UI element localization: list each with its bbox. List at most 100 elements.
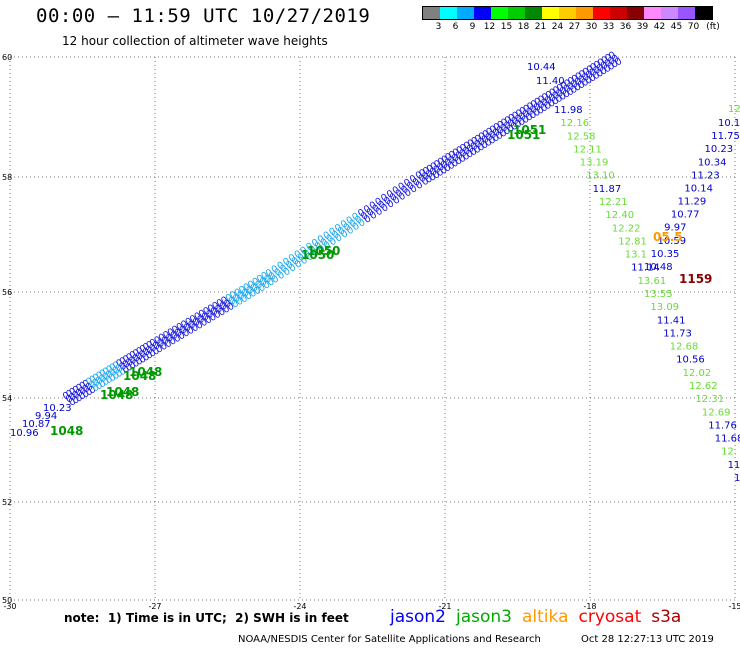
track-sample: 0: [239, 293, 250, 306]
track-sample: 0: [350, 211, 361, 224]
track-sample: 0: [554, 87, 565, 100]
track-sample: 0: [539, 102, 550, 115]
track-sample: 0: [336, 225, 347, 238]
track-sample: 0: [319, 237, 330, 250]
track-sample: 0: [417, 173, 428, 186]
track-sample: 0: [81, 378, 92, 391]
east-value: 12.21: [599, 197, 628, 208]
track-sample: 0: [267, 270, 278, 283]
track-sample: 0: [432, 164, 443, 177]
track-sample: 0: [376, 199, 387, 212]
legend-label: 39: [636, 22, 649, 32]
jason3-value: 1050: [301, 248, 334, 262]
track-sample: 0: [469, 141, 480, 154]
wave-height-legend: 3 6 9 12 15 18 21 24 27 30 33 36 39 42 45 70 (ft): [422, 6, 720, 36]
track-sample: 0: [428, 166, 439, 179]
track-sample: 0: [141, 346, 152, 359]
east-value: 12: [728, 104, 740, 115]
jason3-value: 1050: [307, 244, 340, 258]
track-sample: 0: [154, 343, 165, 356]
track-sample: 0: [327, 226, 338, 239]
track-sample: 0: [554, 93, 565, 106]
track-sample: 0: [118, 356, 129, 369]
legend-label: 12: [483, 22, 496, 32]
track-sample: 0: [550, 95, 561, 108]
east-value: 10.14: [684, 183, 713, 194]
track-sample: 0: [592, 64, 603, 77]
track-sample: 0: [141, 351, 152, 364]
track-sample: 0: [450, 157, 461, 170]
track-sample: 0: [458, 142, 469, 155]
track-value-sw: 10.96: [10, 428, 39, 439]
track-sample: 0: [304, 241, 315, 254]
track-sample: 0: [121, 353, 132, 366]
track-sample: 0: [402, 177, 413, 190]
track-sample: 0: [91, 377, 102, 390]
track-sample: 0: [124, 362, 135, 375]
track-sample: 0: [589, 61, 600, 74]
track-sample: 0: [98, 368, 109, 381]
east-value: 12.69: [702, 407, 731, 418]
east-value: 11.68: [715, 434, 740, 445]
track-sample: 0: [148, 337, 159, 350]
track-sample: 0: [505, 123, 516, 136]
jason3-value: 1048: [50, 424, 83, 438]
track-sample: 0: [249, 282, 260, 295]
track-sample: 0: [356, 207, 367, 220]
track-sample: 0: [488, 124, 499, 137]
track-sample: 0: [558, 85, 569, 98]
legend-swatch: [542, 7, 559, 19]
axis-tick-labels: 60 58 56 54 52 50-30 -27 -24 -21 -18 -15: [2, 53, 740, 611]
legend-swatch: [695, 7, 712, 19]
track-sample: 0: [607, 50, 618, 63]
east-value: 11.: [728, 460, 740, 471]
legend-swatch: [661, 7, 678, 19]
track-sample: 0: [263, 273, 274, 286]
track-sample: 0: [509, 120, 520, 133]
track-sample: 0: [237, 284, 248, 297]
track-sample: 0: [609, 58, 620, 71]
east-value: 12.02: [683, 368, 712, 379]
map-subtitle: 12 hour collection of altimeter wave hei…: [62, 34, 328, 48]
legend-label: 18: [517, 22, 530, 32]
track-sample: 0: [470, 135, 481, 148]
track-sample: 0: [94, 380, 105, 393]
jason3-value: 1051: [513, 123, 546, 137]
track-sample: 0: [528, 104, 539, 117]
track-sample: 0: [138, 343, 149, 356]
east-value: 11.14: [631, 263, 660, 274]
track-sample: 0: [243, 290, 254, 303]
track-sample: 0: [492, 121, 503, 134]
track-sample: 0: [70, 394, 81, 407]
east-value: 12.81: [618, 236, 647, 247]
lat-tick-label: 58: [2, 173, 12, 182]
east-value: 12.68: [670, 342, 699, 353]
track-sample: 0: [446, 160, 457, 173]
track-sample: 0: [160, 335, 171, 348]
east-value: 9.97: [664, 223, 686, 234]
track-sample: 0: [242, 282, 253, 295]
track-sample: 0: [517, 116, 528, 129]
jason3-value: 1048: [100, 388, 133, 402]
track-sample: 0: [373, 196, 384, 209]
track-sample: 0: [517, 111, 528, 124]
track-sample: 0: [273, 267, 284, 280]
track-sample: 0: [141, 341, 152, 354]
track-sample: 0: [200, 311, 211, 324]
track-sample: 0: [562, 83, 573, 96]
track-sample: 0: [439, 159, 450, 172]
legend-swatch: [525, 7, 542, 19]
track-sample: 0: [499, 117, 510, 130]
legend-swatch: [576, 7, 593, 19]
track-sample: 0: [473, 138, 484, 151]
track-sample: 0: [613, 56, 624, 69]
track-sample: 0: [494, 130, 505, 143]
track-sample: 0: [228, 289, 239, 302]
track-sample: 0: [461, 145, 472, 158]
track-sample: 0: [264, 267, 275, 280]
track-sample: 0: [299, 255, 310, 268]
track-sample: 0: [261, 279, 272, 292]
lon-tick-label: -27: [148, 602, 161, 611]
track-sample: 0: [514, 108, 525, 121]
